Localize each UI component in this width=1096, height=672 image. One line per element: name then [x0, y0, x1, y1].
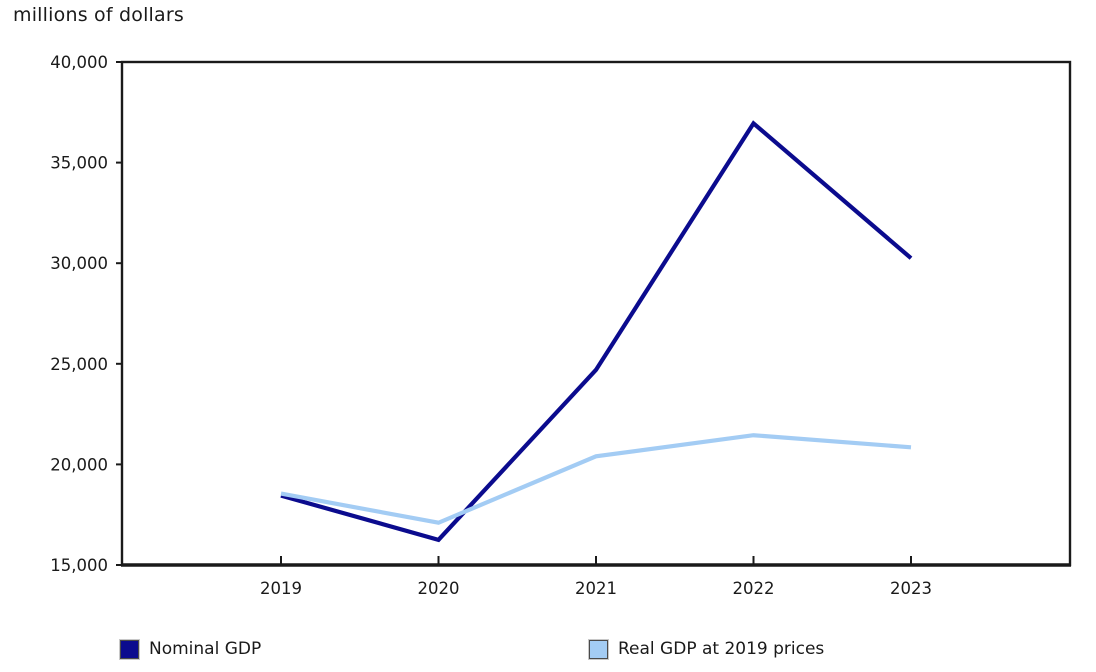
- legend-label-real-gdp: Real GDP at 2019 prices: [618, 639, 825, 659]
- legend: Nominal GDP Real GDP at 2019 prices: [0, 634, 1096, 664]
- x-tick-label: 2020: [418, 579, 460, 598]
- legend-swatch-real-gdp: [589, 639, 608, 659]
- y-tick-label: 20,000: [50, 455, 108, 474]
- legend-item-real-gdp: Real GDP at 2019 prices: [589, 637, 824, 661]
- legend-label-nominal-gdp: Nominal GDP: [149, 639, 262, 659]
- y-tick-label: 40,000: [50, 53, 108, 72]
- y-tick-label: 35,000: [50, 154, 108, 173]
- legend-item-nominal-gdp: Nominal GDP: [120, 637, 261, 661]
- series-line-0: [280, 120, 913, 543]
- x-tick-label: 2023: [890, 579, 932, 598]
- series-line-1: [280, 433, 912, 525]
- x-tick-label: 2019: [260, 579, 302, 598]
- y-tick-label: 30,000: [50, 254, 108, 273]
- y-axis-units-label: millions of dollars: [13, 4, 184, 26]
- y-tick-label: 25,000: [50, 355, 108, 374]
- plot-border: [120, 60, 1072, 567]
- y-tick-label: 15,000: [50, 556, 108, 575]
- x-tick-label: 2022: [733, 579, 775, 598]
- x-tick-label: 2021: [575, 579, 617, 598]
- legend-swatch-nominal-gdp: [120, 639, 139, 659]
